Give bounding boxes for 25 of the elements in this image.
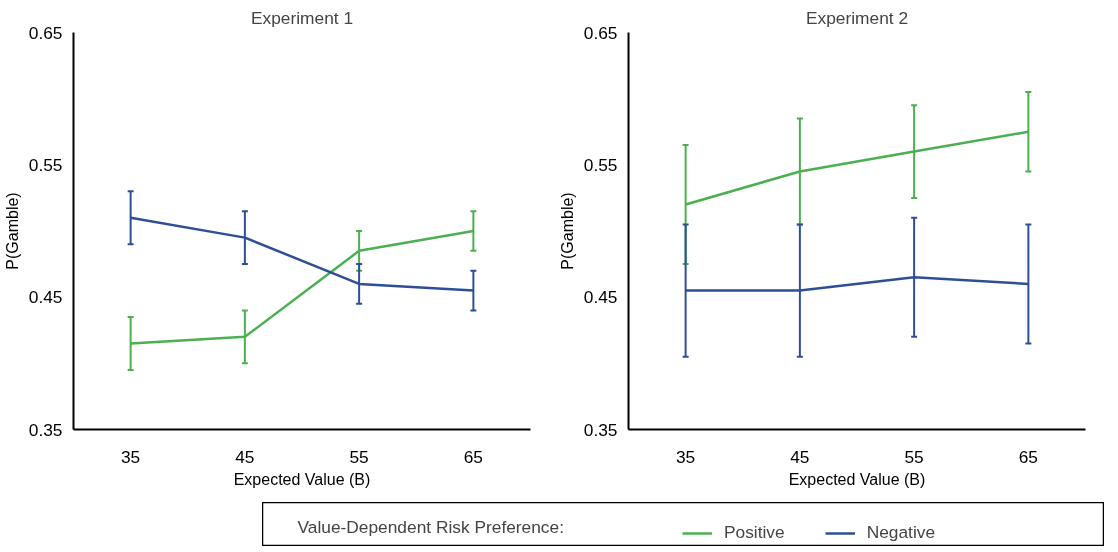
chart-title: Experiment 2: [805, 7, 909, 28]
y-axis-title: P(Gamble): [558, 192, 576, 270]
legend-label: Negative: [866, 522, 936, 543]
x-tick-label: 35: [675, 446, 696, 467]
x-tick-label: 65: [463, 446, 484, 467]
x-tick-label: 35: [120, 446, 141, 467]
y-tick-label: 0.55: [28, 154, 63, 175]
y-tick-label: 0.45: [28, 287, 63, 308]
y-axis-title: P(Gamble): [3, 192, 21, 270]
legend-title: Value-Dependent Risk Preference:: [297, 516, 564, 537]
x-tick-label: 55: [349, 446, 369, 467]
x-tick-label: 55: [904, 446, 924, 467]
y-tick-label: 0.35: [28, 419, 63, 440]
chart-title: Experiment 1: [250, 7, 354, 28]
y-tick-label: 0.55: [583, 154, 618, 175]
x-tick-label: 45: [790, 446, 810, 467]
legend-label: Positive: [724, 522, 785, 543]
y-tick-label: 0.65: [583, 22, 618, 43]
x-axis-title: Expected Value (B): [788, 470, 926, 488]
x-tick-label: 65: [1018, 446, 1039, 467]
y-tick-label: 0.35: [583, 419, 618, 440]
y-tick-label: 0.45: [583, 287, 618, 308]
x-axis-title: Expected Value (B): [233, 470, 371, 488]
y-tick-label: 0.65: [28, 22, 63, 43]
x-tick-label: 45: [235, 446, 255, 467]
